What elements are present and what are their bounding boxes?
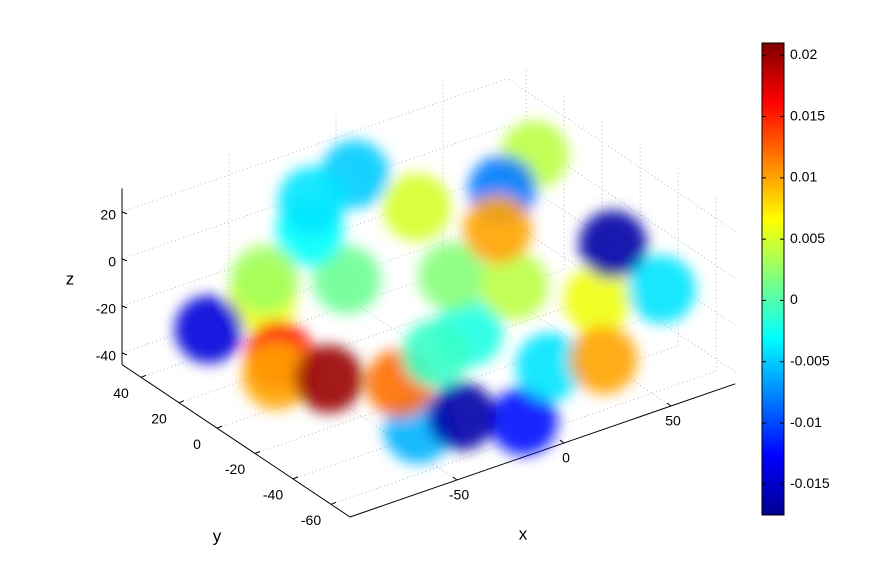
- colorbar-tick-label: 0.01: [790, 169, 817, 185]
- tick-mark: [121, 352, 128, 356]
- colorbar: [761, 42, 785, 516]
- point: [174, 295, 243, 364]
- point: [418, 242, 487, 311]
- x-axis-label: x: [519, 524, 528, 543]
- point: [427, 382, 496, 451]
- point: [230, 245, 299, 314]
- y-axis-label: y: [213, 526, 222, 545]
- colorbar-tick-label: -0.015: [790, 475, 830, 491]
- point: [515, 332, 584, 401]
- point: [563, 265, 632, 334]
- tick-mark: [559, 439, 565, 444]
- z-axis-label: z: [66, 269, 75, 288]
- x-tick-label: 0: [562, 450, 570, 466]
- colorbar-tick-label: 0.015: [790, 107, 825, 123]
- z-tick-label: 0: [108, 254, 116, 270]
- grid-line: [506, 172, 736, 326]
- tick-mark: [140, 374, 147, 378]
- point: [569, 325, 638, 394]
- z-tick-label: -40: [96, 348, 116, 364]
- tick-mark: [292, 476, 299, 480]
- colorbar-tick-label: -0.005: [790, 352, 830, 368]
- tick-mark: [452, 476, 458, 481]
- colorbar-tick-label: 0: [790, 291, 798, 307]
- z-tick-label: 20: [100, 207, 116, 223]
- tick-mark: [178, 400, 185, 404]
- point: [480, 251, 549, 320]
- point: [489, 387, 558, 456]
- z-tick-label: -20: [96, 301, 116, 317]
- y-tick-label: -20: [225, 461, 245, 477]
- tick-mark: [254, 451, 261, 454]
- colorbar-tick-label: 0.005: [790, 230, 825, 246]
- y-tick-label: -60: [301, 512, 321, 528]
- point: [463, 195, 532, 264]
- colorbar-tick-label: 0.02: [790, 46, 817, 62]
- grid-line: [506, 219, 736, 373]
- y-tick-label: 20: [151, 410, 167, 426]
- point-cloud: [174, 120, 696, 464]
- y-tick-label: 0: [193, 436, 201, 452]
- point: [401, 319, 470, 388]
- tick-mark: [121, 305, 128, 309]
- grid-line: [335, 290, 565, 444]
- tick-mark: [666, 402, 672, 407]
- grid-line: [506, 78, 736, 232]
- point: [294, 344, 363, 413]
- point: [578, 210, 647, 279]
- axis-line: [121, 364, 351, 518]
- tick-mark: [330, 501, 337, 505]
- point: [242, 341, 311, 410]
- point: [627, 255, 696, 324]
- point: [278, 166, 347, 235]
- tick-mark: [121, 258, 128, 262]
- x-tick-label: 50: [665, 413, 681, 429]
- tick-mark: [121, 211, 128, 215]
- tick-mark: [216, 425, 223, 429]
- y-tick-label: 40: [113, 385, 129, 401]
- x-tick-label: -50: [449, 487, 469, 503]
- point: [382, 173, 451, 242]
- colorbar-tick-label: -0.01: [790, 414, 822, 430]
- y-tick-label: -40: [263, 487, 283, 503]
- point: [312, 245, 381, 314]
